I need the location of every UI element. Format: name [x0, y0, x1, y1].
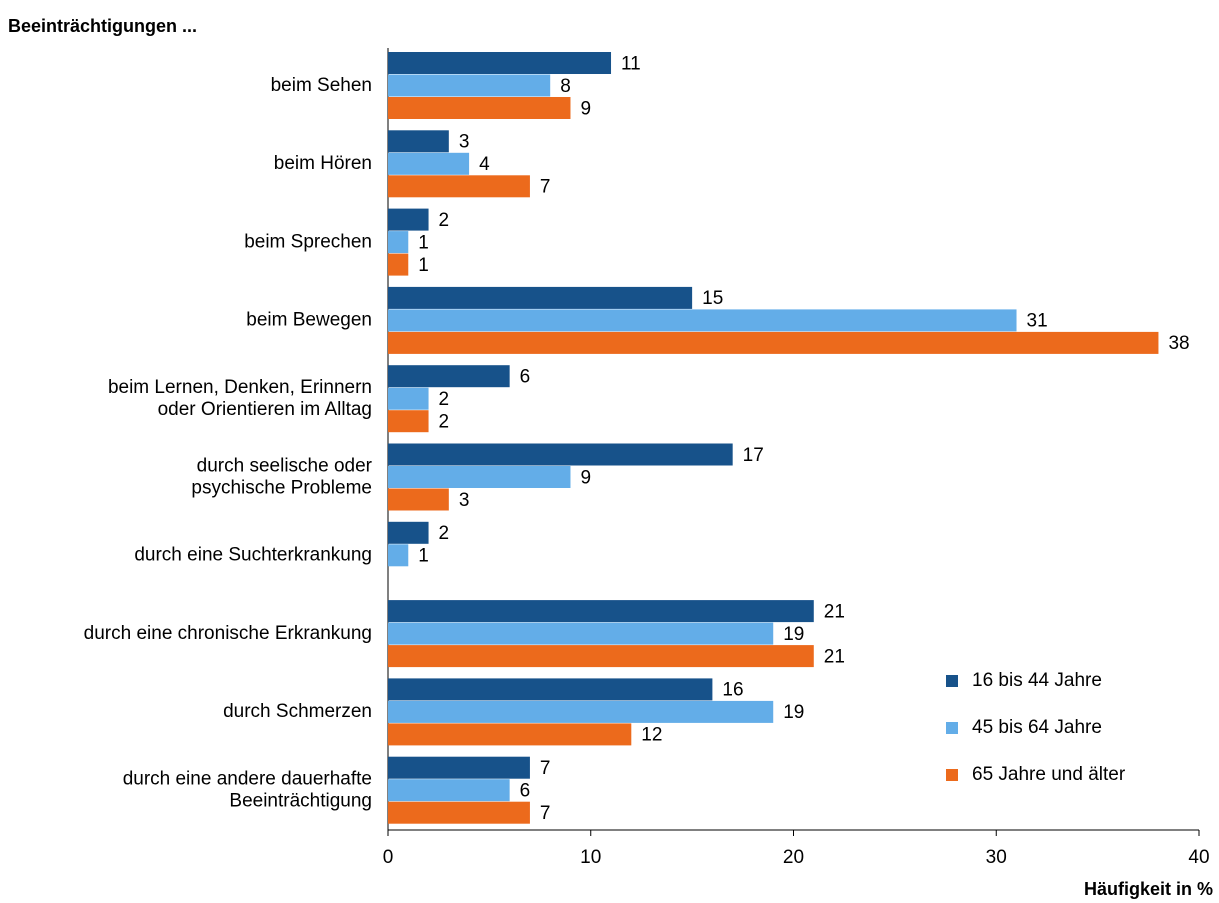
- bar: [388, 466, 571, 488]
- value-label: 4: [479, 154, 490, 175]
- legend-swatch: [946, 769, 958, 781]
- bar: [388, 488, 449, 511]
- x-tick-label: 30: [986, 847, 1007, 868]
- category-label: beim Bewegen: [246, 310, 372, 331]
- bar: [388, 443, 733, 466]
- value-label: 6: [520, 366, 531, 387]
- value-label: 9: [580, 98, 591, 119]
- chart-title: Beeinträchtigungen ...: [8, 16, 197, 36]
- category-label: durch eine Suchterkrankung: [134, 545, 372, 566]
- value-label: 11: [621, 53, 641, 74]
- value-label: 31: [1027, 311, 1048, 332]
- bar: [388, 723, 632, 746]
- bar: [388, 678, 713, 701]
- category-label: durch eine andere dauerhafte Beeinträchti…: [123, 768, 372, 811]
- value-label: 19: [783, 702, 804, 723]
- bar: [388, 152, 470, 175]
- value-label: 2: [439, 411, 450, 432]
- bar: [388, 97, 571, 119]
- value-label: 1: [418, 232, 429, 253]
- value-label: 2: [439, 389, 450, 410]
- legend-label: 45 bis 64 Jahre: [972, 717, 1102, 738]
- bar: [388, 700, 774, 723]
- category-label: durch seelische oder psychische Probleme: [191, 455, 372, 498]
- category-label: beim Sehen: [271, 75, 372, 96]
- bar: [388, 410, 429, 433]
- value-label: 2: [439, 210, 450, 231]
- category-label: beim Hören: [274, 153, 372, 174]
- value-label: 3: [459, 490, 470, 511]
- bar: [388, 253, 409, 276]
- value-label: 17: [743, 445, 764, 466]
- x-tick-label: 40: [1188, 847, 1209, 868]
- value-label: 6: [520, 780, 531, 801]
- value-label: 1: [418, 546, 429, 567]
- bar: [388, 756, 530, 779]
- x-tick-label: 20: [783, 847, 804, 868]
- value-label: 16: [722, 680, 743, 701]
- value-label: 3: [459, 132, 470, 153]
- bar: [388, 52, 612, 74]
- bar: [388, 387, 429, 410]
- bar: [388, 208, 429, 231]
- category-label: beim Sprechen: [244, 231, 372, 252]
- x-tick-label: 0: [383, 847, 394, 868]
- bar: [388, 365, 510, 388]
- bar: [388, 779, 510, 802]
- bar: [388, 645, 814, 668]
- bar: [388, 309, 1017, 332]
- value-label: 21: [824, 646, 845, 667]
- bar: [388, 130, 449, 153]
- value-label: 7: [540, 758, 551, 779]
- x-axis-label: Häufigkeit in %: [1084, 879, 1213, 899]
- value-label: 2: [439, 523, 450, 544]
- bar: [388, 600, 814, 623]
- bar: [388, 622, 774, 645]
- legend-label: 16 bis 44 Jahre: [972, 670, 1102, 691]
- bar: [388, 544, 409, 567]
- x-tick-label: 10: [580, 847, 601, 868]
- legend-swatch: [946, 675, 958, 687]
- value-label: 1: [418, 255, 429, 276]
- value-label: 21: [824, 601, 845, 622]
- value-label: 9: [580, 467, 591, 488]
- value-label: 15: [702, 288, 723, 309]
- legend-label: 65 Jahre und älter: [972, 764, 1126, 785]
- value-label: 7: [540, 177, 551, 198]
- value-label: 19: [783, 624, 804, 645]
- bar: [388, 286, 693, 309]
- legend-swatch: [946, 722, 958, 734]
- value-label: 12: [641, 725, 662, 746]
- value-label: 38: [1168, 333, 1189, 354]
- value-label: 8: [560, 76, 571, 97]
- bar: [388, 74, 551, 97]
- bar: [388, 331, 1159, 354]
- bar: [388, 231, 409, 254]
- bar: [388, 521, 429, 544]
- category-label: durch eine chronische Erkrankung: [84, 623, 372, 644]
- category-label: beim Lernen, Denken, Erinnern oder Orient…: [108, 377, 372, 420]
- bar: [388, 801, 530, 824]
- category-label: durch Schmerzen: [223, 701, 372, 722]
- value-label: 7: [540, 803, 551, 824]
- bar: [388, 175, 530, 198]
